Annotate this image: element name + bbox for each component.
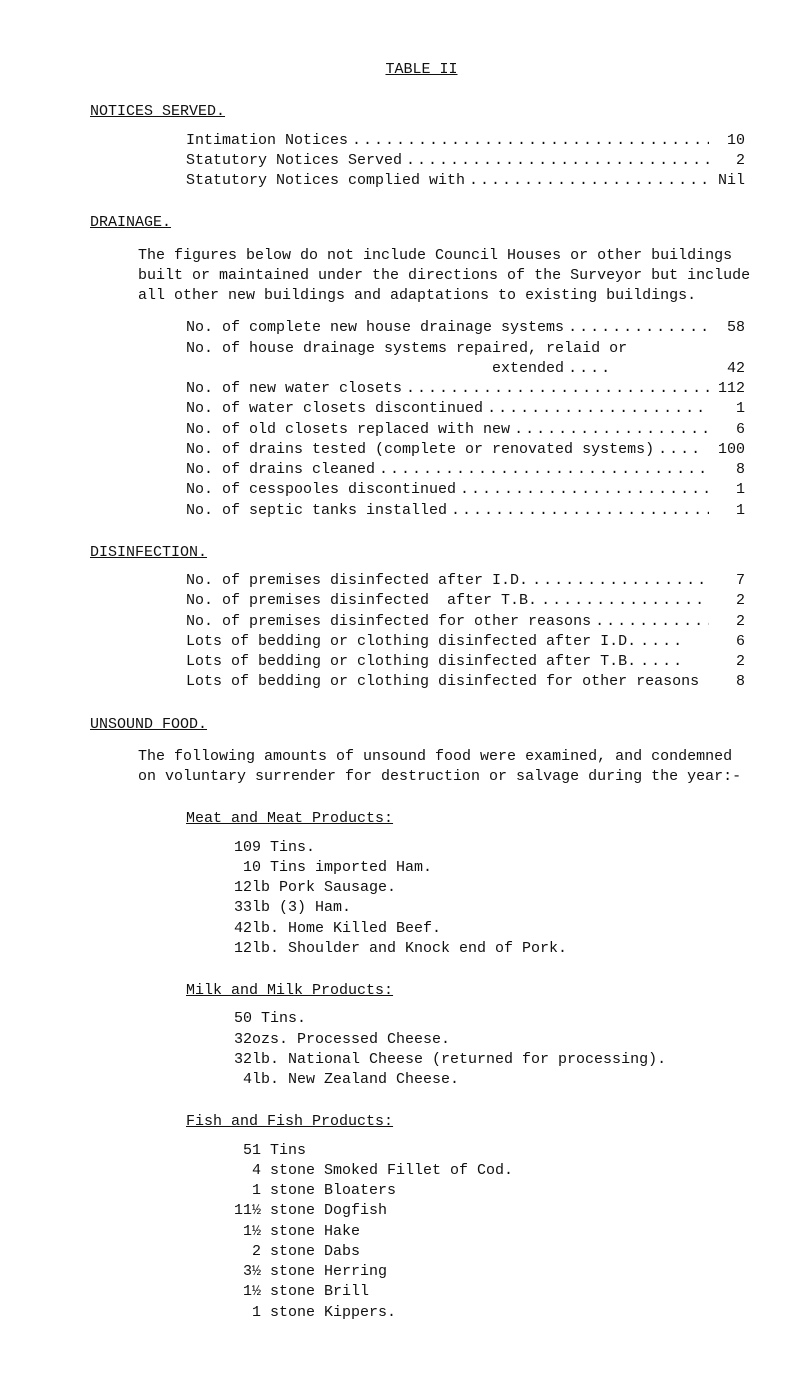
row-value: 100	[709, 440, 753, 460]
list-item: 51 Tins	[90, 1141, 753, 1161]
list-item: 32lb. National Cheese (returned for proc…	[90, 1050, 753, 1070]
row-label: No. of complete new house drainage syste…	[186, 318, 564, 338]
row-dots: ........................................…	[537, 591, 709, 611]
row-dots: ....	[636, 632, 688, 652]
meat-list: 109 Tins. 10 Tins imported Ham.12lb Pork…	[90, 838, 753, 960]
row-dots: ........................................…	[465, 171, 709, 191]
row-label: No. of drains tested (complete or renova…	[186, 440, 654, 460]
row-label: Lots of bedding or clothing disinfected …	[186, 672, 699, 692]
row-label: No. of old closets replaced with new	[186, 420, 510, 440]
row-label: No. of cesspooles discontinued	[186, 480, 456, 500]
list-item: 11½ stone Dogfish	[90, 1201, 753, 1221]
row-label: Lots of bedding or clothing disinfected …	[186, 632, 636, 652]
list-item: 109 Tins.	[90, 838, 753, 858]
row-value: 1	[709, 399, 745, 419]
row-dots: ........................................…	[528, 571, 709, 591]
list-item: 4 stone Smoked Fillet of Cod.	[90, 1161, 753, 1181]
list-item: 1½ stone Hake	[90, 1222, 753, 1242]
row-label: No. of septic tanks installed	[186, 501, 447, 521]
list-item: 1 stone Bloaters	[90, 1181, 753, 1201]
unsound-paragraph: The following amounts of unsound food we…	[90, 747, 753, 788]
row-value: 2	[709, 652, 753, 672]
list-item: 2 stone Dabs	[90, 1242, 753, 1262]
row-label: No. of water closets discontinued	[186, 399, 483, 419]
list-item: 3½ stone Herring	[90, 1262, 753, 1282]
row-value: 42	[709, 359, 753, 379]
row-label: No. of new water closets	[186, 379, 402, 399]
row-value: 2	[709, 612, 745, 632]
drainage-block: No. of complete new house drainage syste…	[90, 318, 753, 521]
row-dots: ........................................…	[402, 379, 709, 399]
row-value: 6	[709, 632, 753, 652]
row-dots: ........................................…	[447, 501, 709, 521]
row-label: No. of premises disinfected for other re…	[186, 612, 591, 632]
list-item: 1 stone Kippers.	[90, 1303, 753, 1323]
list-item: 12lb. Shoulder and Knock end of Pork.	[90, 939, 753, 959]
drainage-paragraph: The figures below do not include Council…	[90, 246, 753, 307]
row-label: No. of drains cleaned	[186, 460, 375, 480]
list-item: 1½ stone Brill	[90, 1282, 753, 1302]
list-item: 10 Tins imported Ham.	[90, 858, 753, 878]
row-value: 58	[709, 318, 745, 338]
row-value: 6	[709, 420, 745, 440]
row-value: 112	[709, 379, 745, 399]
fish-list: 51 Tins 4 stone Smoked Fillet of Cod. 1 …	[90, 1141, 753, 1323]
list-item: 4lb. New Zealand Cheese.	[90, 1070, 753, 1090]
list-item: 33lb (3) Ham.	[90, 898, 753, 918]
row-dots: ........................................…	[483, 399, 709, 419]
row-label: No. of premises disinfected after T.B.	[186, 591, 537, 611]
row-value: 2	[709, 151, 745, 171]
row-value: 8	[709, 460, 745, 480]
table-title: TABLE II	[385, 61, 457, 78]
milk-heading: Milk and Milk Products:	[186, 982, 393, 999]
row-label: Intimation Notices	[186, 131, 348, 151]
row-label: No. of premises disinfected after I.D.	[186, 571, 528, 591]
row-label: Lots of bedding or clothing disinfected …	[186, 652, 636, 672]
row-value: 1	[709, 501, 745, 521]
row-dots: ........................................…	[510, 420, 709, 440]
list-item: 50 Tins.	[90, 1009, 753, 1029]
row-value: 10	[709, 131, 745, 151]
row-dots: ........................................…	[456, 480, 709, 500]
row-label: Statutory Notices complied with	[186, 171, 465, 191]
row-dots: ........................................…	[564, 318, 709, 338]
row-label: Statutory Notices Served	[186, 151, 402, 171]
notices-block: Intimation Notices......................…	[90, 131, 753, 192]
row-dots: ........................................…	[402, 151, 709, 171]
list-item: 42lb. Home Killed Beef.	[90, 919, 753, 939]
list-item: 12lb Pork Sausage.	[90, 878, 753, 898]
row-value: 8	[709, 672, 745, 692]
row-label: extended	[186, 359, 564, 379]
disinfection-block: No. of premises disinfected after I.D...…	[90, 571, 753, 693]
row-value: 7	[709, 571, 745, 591]
row-value: 2	[709, 591, 745, 611]
row-dots: ....	[564, 359, 616, 379]
row-value: 1	[709, 480, 745, 500]
row-dots: ....	[636, 652, 688, 672]
row-dots: ....	[654, 440, 706, 460]
meat-heading: Meat and Meat Products:	[186, 810, 393, 827]
list-item: 32ozs. Processed Cheese.	[90, 1030, 753, 1050]
row-dots: ........................................…	[348, 131, 709, 151]
disinfection-heading: DISINFECTION.	[90, 544, 207, 561]
row-value: Nil	[709, 171, 745, 191]
row-dots: ........................................…	[591, 612, 709, 632]
drainage-heading: DRAINAGE.	[90, 214, 171, 231]
unsound-heading: UNSOUND FOOD.	[90, 716, 207, 733]
milk-list: 50 Tins.32ozs. Processed Cheese.32lb. Na…	[90, 1009, 753, 1090]
fish-heading: Fish and Fish Products:	[186, 1113, 393, 1130]
row-dots: ........................................…	[375, 460, 709, 480]
row-label: No. of house drainage systems repaired, …	[186, 339, 627, 359]
notices-heading: NOTICES SERVED.	[90, 103, 225, 120]
